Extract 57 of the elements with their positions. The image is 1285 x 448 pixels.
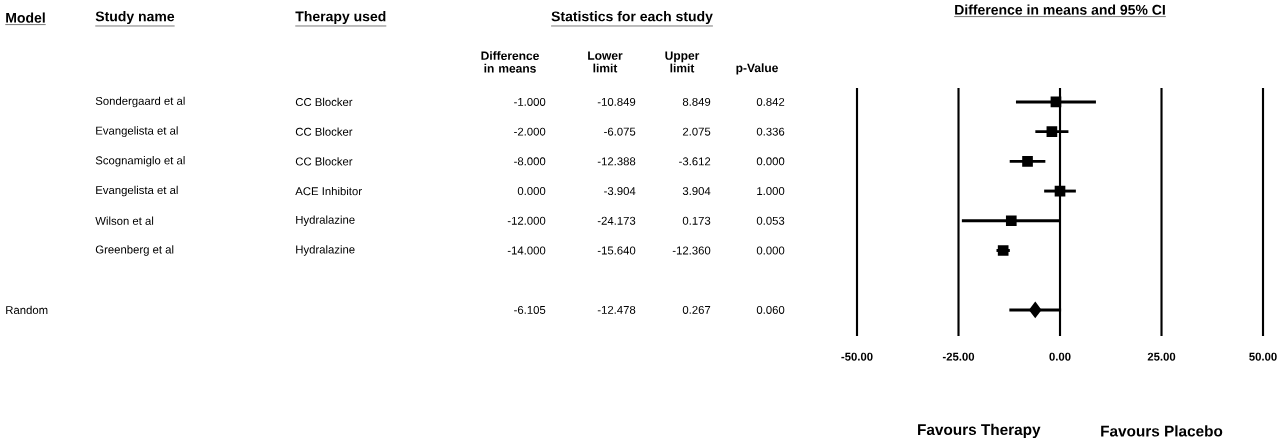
- x-tick-label: -50.00: [841, 352, 873, 361]
- x-tick-label: -25.00: [942, 352, 975, 361]
- text: 8.849: [682, 97, 711, 106]
- x-tick-label: 25.00: [1147, 352, 1176, 361]
- text: -12.000: [507, 216, 546, 225]
- text: Evangelista et al: [96, 126, 178, 137]
- text: Difference in means: [481, 51, 539, 73]
- text: -6.075: [604, 127, 636, 136]
- text: Hydralazine: [296, 245, 355, 256]
- text: 0.000: [517, 187, 546, 196]
- text: -12.360: [672, 246, 711, 255]
- text: 1.000: [757, 187, 785, 196]
- text: Therapy used: [295, 11, 386, 25]
- x-tick-label: 50.00: [1249, 352, 1277, 361]
- text: Model: [6, 12, 45, 23]
- text: -3.612: [679, 157, 711, 166]
- text: 0.000: [756, 157, 785, 166]
- text: Greenberg et al: [95, 245, 174, 256]
- text: CC Blocker: [295, 97, 353, 107]
- text: -8.000: [514, 157, 546, 166]
- text: Wilson et al: [95, 216, 154, 225]
- text: Sondergaard et al: [95, 96, 185, 108]
- text: 0.173: [682, 216, 711, 225]
- text: -14.000: [507, 246, 546, 255]
- x-tick-label: 0.00: [1049, 352, 1071, 361]
- text: Upper limit: [665, 51, 700, 73]
- text: 0.842: [756, 97, 785, 106]
- text: -15.640: [597, 246, 636, 255]
- text: CC Blocker: [295, 157, 353, 166]
- text: -12.388: [597, 157, 636, 166]
- text: Evangelista et al: [96, 185, 178, 197]
- text: Favours Placebo: [1101, 425, 1223, 437]
- text: Favours Therapy: [918, 423, 1041, 439]
- text: Statistics for each study: [551, 11, 713, 25]
- text: Study name: [95, 11, 175, 25]
- chart-title: Difference in means and 95% CI: [955, 4, 1165, 15]
- text: CC Blocker: [295, 127, 353, 136]
- text: 2.075: [682, 127, 711, 136]
- text: p-Value: [736, 63, 778, 75]
- text: Lower limit: [588, 51, 623, 73]
- text: 0.336: [756, 127, 785, 136]
- text: 0.000: [756, 246, 785, 255]
- text: ACE Inhibitor: [295, 186, 362, 196]
- text: -24.173: [597, 216, 636, 225]
- text: -12.478: [597, 305, 636, 314]
- text: -10.849: [597, 97, 636, 106]
- text: -2.000: [514, 127, 546, 136]
- text: 0.267: [682, 305, 711, 314]
- text: 0.060: [756, 305, 785, 314]
- text: Random: [6, 305, 48, 315]
- text: -6.105: [514, 305, 546, 314]
- text: 3.904: [682, 187, 711, 196]
- text: -3.904: [604, 187, 636, 196]
- text: Hydralazine: [296, 215, 355, 227]
- text: Scognamiglo et al: [95, 156, 185, 167]
- text: 0.053: [756, 216, 785, 225]
- text: -1.000: [514, 97, 546, 106]
